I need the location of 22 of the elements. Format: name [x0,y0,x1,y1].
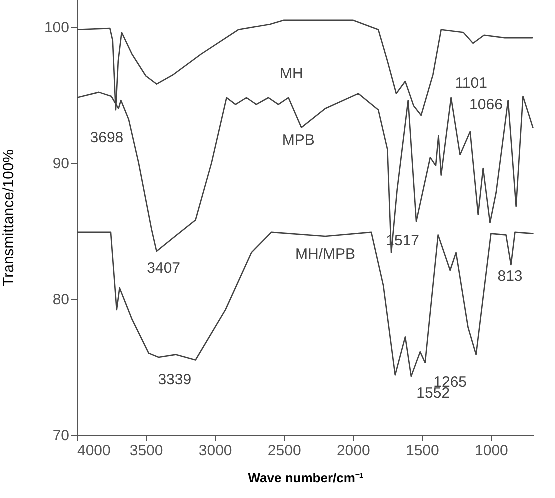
annotation: MH [280,65,304,82]
x-tick-label: 2000 [336,442,370,460]
x-tick-label: 4000 [78,442,111,460]
annotation: MPB [282,132,315,150]
annotation: 813 [498,268,523,285]
y-tick-label: 80 [52,292,70,309]
annotation: 1101 [455,74,488,92]
annotation: 1066 [470,96,503,114]
y-tick-label: 90 [52,156,70,173]
annotation: 3698 [90,129,124,146]
x-tick-label: 3000 [198,442,232,460]
x-tick-label: 1000 [475,442,508,460]
x-tick-label: 3500 [130,442,164,460]
x-tick-label: 1500 [406,442,440,460]
x-axis-title: Wave number/cm⁻¹ [248,470,364,486]
y-tick-label: 100 [44,20,70,37]
y-tick-label: 70 [52,428,70,444]
annotation: 3339 [158,371,192,388]
annotation: 3407 [147,260,181,277]
x-tick-label: 2500 [268,442,302,460]
y-axis-title: Transmittance/100% [0,149,18,287]
annotation: MH/MPB [296,246,356,264]
